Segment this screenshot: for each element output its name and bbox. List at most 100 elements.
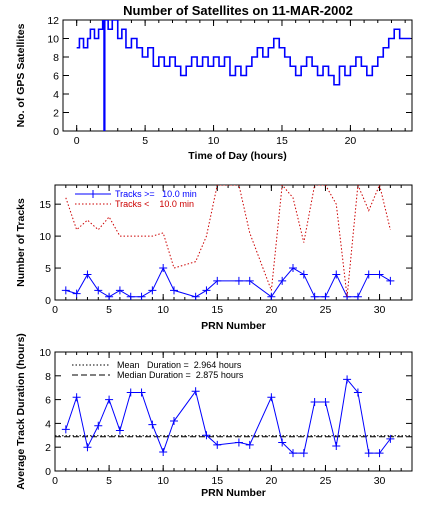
- panel2-data: [61, 185, 395, 300]
- panel2-y-tick-label: 10: [39, 231, 51, 243]
- panel3-series-1-point: [191, 387, 200, 396]
- panel3-series-1-point: [105, 395, 114, 404]
- panel2-series-1-point: [332, 270, 341, 279]
- panel2-series-1-point: [289, 264, 297, 273]
- panel3-x-tick-label: 5: [106, 475, 112, 487]
- panel2-series-1-point: [83, 270, 92, 279]
- panel-satellites: 0 5 10 15 20 0 2 4 6 8 10 12 Time of Day (hours) No. …: [15, 15, 413, 162]
- panel3-x-tick-label: 10: [157, 475, 169, 487]
- panel2-series-1-point: [299, 270, 308, 279]
- panel3-series-1-point: [353, 388, 362, 397]
- panel2-legend-marker: [89, 190, 97, 198]
- panel3-series-1-point: [61, 425, 70, 434]
- panel3-series-1-point: [170, 417, 178, 426]
- panel2-series-1-point: [126, 292, 135, 300]
- figure-title: Number of Satellites on 11-MAR-2002: [123, 3, 353, 18]
- panel3-y-tick-label: 6: [45, 395, 51, 407]
- panel1-x-tick-label: 5: [142, 135, 148, 147]
- panel3-x-tick-label: 30: [374, 475, 386, 487]
- panel2-y-tick-label: 5: [45, 263, 51, 275]
- panel2-x-tick-label: 0: [52, 304, 58, 316]
- panel1-x-tick-label: 15: [276, 135, 288, 147]
- panel3-x-tick-label: 15: [211, 475, 223, 487]
- panel2-series-1-point: [321, 292, 330, 300]
- panel3-series-1-point: [332, 442, 341, 451]
- panel1-x-tick-label: 10: [208, 135, 220, 147]
- panel2-y-axis-label: Number of Tracks: [15, 198, 27, 287]
- panel2-series-1-point: [72, 289, 81, 298]
- panel3-series-1-point: [72, 393, 81, 402]
- panel2-series-1-point: [364, 270, 373, 279]
- panel1-y-tick-label: 10: [47, 34, 59, 46]
- panel1-x-tick-label: 20: [345, 135, 357, 147]
- panel2-y-tick-label: 15: [39, 199, 51, 211]
- panel3-series-1-point: [213, 440, 222, 449]
- panel1-y-tick-label: 8: [53, 52, 59, 64]
- panel2-series-1-point: [191, 292, 200, 300]
- panel3-series-1-point: [386, 434, 395, 443]
- panel2-series-1-point: [159, 264, 168, 273]
- panel2-plot-frame: [54, 184, 413, 301]
- panel3-series-1-point: [148, 420, 157, 429]
- panel1-data: [76, 20, 411, 131]
- panel1-plot-frame: [62, 19, 413, 132]
- panel2-series-1-point: [61, 286, 70, 295]
- panel2-y-tick-label: 0: [45, 295, 51, 307]
- panel3-series-1-point: [202, 431, 211, 440]
- panel2-series-1-point: [170, 286, 178, 295]
- panel3-series-1-point: [375, 449, 384, 458]
- panel2-series-1-point: [245, 276, 254, 285]
- panel2-series-1-point: [105, 292, 114, 300]
- panel3-series-1-point: [137, 388, 146, 397]
- panel2-series-1-point: [278, 276, 287, 285]
- panel2-legend-label: Tracks >= 10.0 min: [115, 189, 197, 199]
- panel2-series-1-point: [375, 270, 384, 279]
- panel2-series-1-point: [137, 292, 146, 300]
- panel1-y-tick-label: 4: [53, 89, 59, 101]
- panel3-y-axis-label: Average Track Duration (hours): [15, 333, 27, 490]
- panel1-y-tick-label: 2: [53, 108, 59, 120]
- panel3-series-1-point: [245, 440, 254, 449]
- panel3-data: [55, 375, 412, 458]
- panel3-series-1-point: [267, 393, 276, 402]
- panel2-x-tick-label: 10: [157, 304, 169, 316]
- panel2-x-tick-label: 25: [320, 304, 332, 316]
- panel3-x-tick-label: 25: [320, 475, 332, 487]
- panel2-series-1-point: [234, 276, 243, 285]
- panel3-series-1-point: [126, 388, 135, 397]
- panel2-series-1-point: [94, 286, 103, 295]
- panel3-y-tick-label: 10: [39, 347, 51, 359]
- panel3-series-1-point: [159, 447, 168, 456]
- panel3-legend-label: Mean Duration = 2.964 hours: [117, 360, 242, 370]
- panel2-series-1-point: [115, 286, 124, 295]
- panel3-series-1-point: [343, 375, 352, 384]
- panel1-x-tick-label: 0: [74, 135, 80, 147]
- panel-tracks: 0 5 10 15 20 25 30 0 5 10 15 PRN Number Number of Tr…: [15, 184, 413, 332]
- panel2-series-1-point: [267, 292, 276, 300]
- panel2-x-tick-label: 20: [266, 304, 278, 316]
- panel2-series-1-point: [353, 292, 362, 300]
- panel3-series-1-point: [289, 449, 297, 458]
- panel3-series-1-point: [299, 449, 308, 458]
- panel3-y-tick-label: 0: [45, 466, 51, 478]
- panel2-x-axis-label: PRN Number: [201, 320, 266, 332]
- panel3-series-1-point: [278, 438, 287, 447]
- panel2-series-1-point: [202, 286, 211, 295]
- panel3-x-tick-label: 20: [266, 475, 278, 487]
- panel3-x-tick-label: 0: [52, 475, 58, 487]
- panel3-series-1-point: [83, 443, 92, 452]
- panel1-series-1-line: [76, 20, 411, 131]
- panel2-series-1-line: [65, 266, 391, 298]
- panel3-legend-label: Median Duration = 2.875 hours: [117, 370, 244, 380]
- panel3-series-1-point: [94, 421, 103, 430]
- panel3-y-tick-label: 4: [45, 418, 51, 430]
- panel1-y-tick-label: 6: [53, 71, 59, 83]
- panel2-series-1-point: [213, 276, 222, 285]
- panel3-x-axis-label: PRN Number: [201, 487, 266, 499]
- panel3-series-1-point: [234, 438, 243, 447]
- panel1-y-tick-label: 12: [47, 15, 59, 27]
- panel2-legend-label: Tracks < 10.0 min: [115, 199, 194, 209]
- panel2-series-1-point: [310, 292, 319, 300]
- panel3-y-tick-label: 8: [45, 371, 51, 383]
- panel2-x-tick-label: 5: [106, 304, 112, 316]
